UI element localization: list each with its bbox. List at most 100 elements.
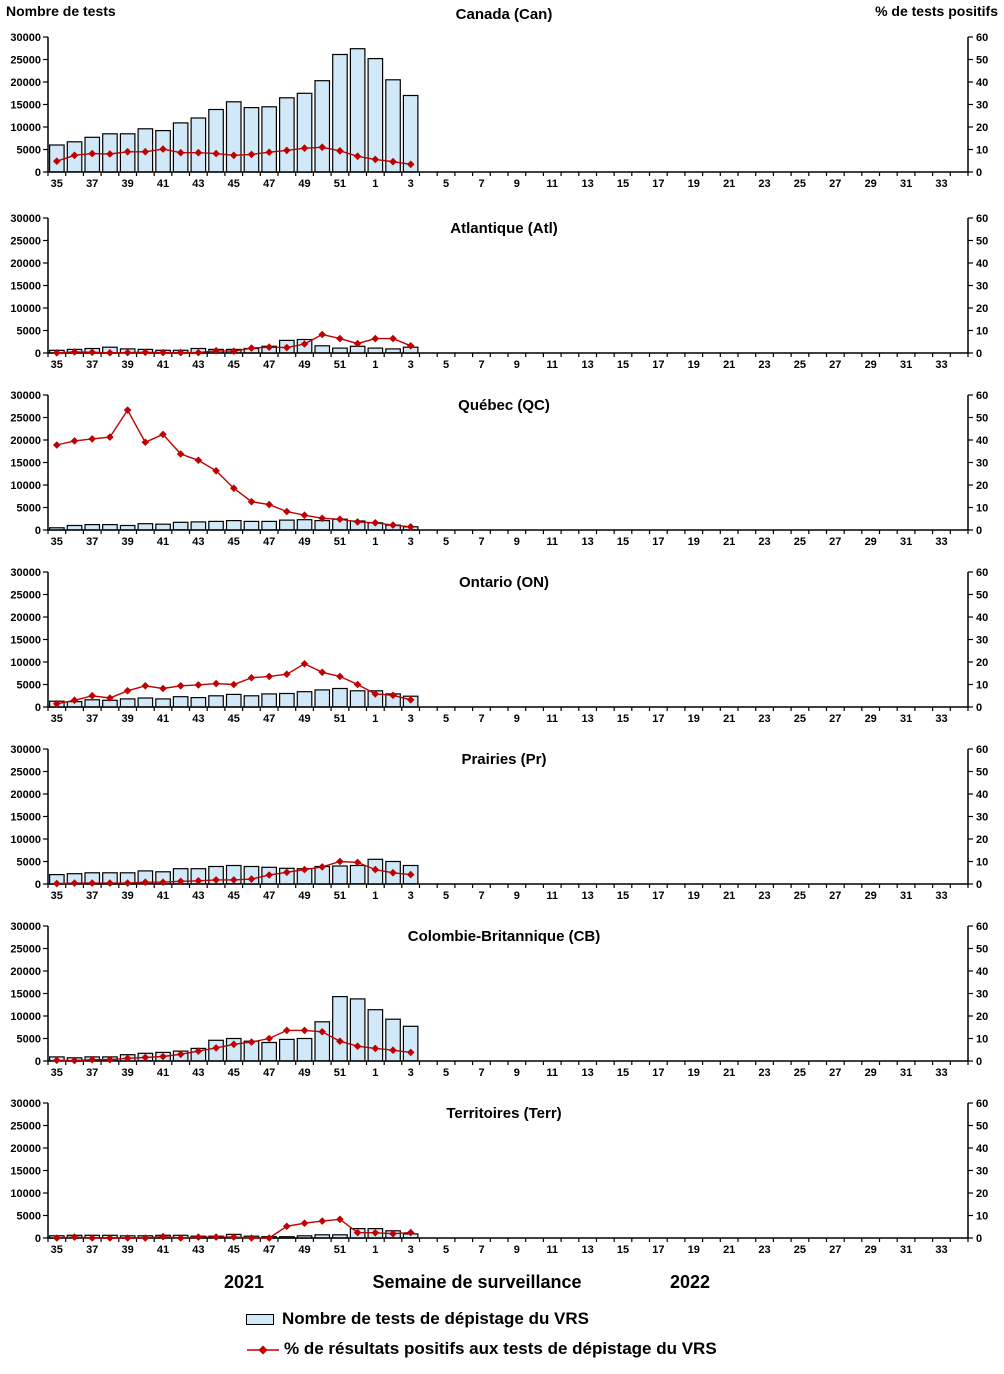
positivity-marker bbox=[283, 146, 291, 155]
svg-text:31: 31 bbox=[900, 1067, 912, 1079]
svg-text:0: 0 bbox=[976, 348, 982, 360]
svg-text:39: 39 bbox=[121, 1067, 133, 1079]
svg-text:17: 17 bbox=[652, 890, 664, 902]
axis-tick-labels: 0 5000 10000 15000 20000 25000 30000 0 10 20 30 40 5… bbox=[10, 32, 988, 190]
svg-text:27: 27 bbox=[829, 890, 841, 902]
svg-text:33: 33 bbox=[935, 178, 947, 190]
positivity-marker bbox=[106, 879, 114, 887]
year-right-label: 2022 bbox=[669, 1272, 711, 1292]
svg-text:30: 30 bbox=[976, 989, 988, 1001]
test-bar bbox=[314, 345, 331, 354]
positivity-marker bbox=[194, 148, 203, 157]
positivity-marker bbox=[389, 1229, 397, 1238]
svg-text:50: 50 bbox=[976, 413, 988, 425]
positivity-marker bbox=[230, 347, 238, 355]
svg-text:9: 9 bbox=[514, 890, 520, 902]
region-chart: 0 5000 10000 15000 20000 25000 30000 0 10 20 30 40 5… bbox=[10, 213, 988, 371]
positivity-marker bbox=[283, 1222, 291, 1231]
positivity-marker bbox=[141, 1234, 150, 1242]
positivity-marker bbox=[53, 1234, 61, 1242]
svg-text:37: 37 bbox=[86, 536, 98, 548]
svg-text:0: 0 bbox=[35, 167, 41, 179]
svg-text:43: 43 bbox=[192, 1067, 204, 1079]
x-axis-footer: 2021 Semaine de surveillance 2022 bbox=[0, 1270, 1004, 1296]
svg-text:1: 1 bbox=[372, 536, 378, 548]
positivity-marker bbox=[353, 152, 362, 161]
svg-text:47: 47 bbox=[263, 1067, 275, 1079]
svg-text:40: 40 bbox=[976, 435, 988, 447]
svg-text:43: 43 bbox=[192, 536, 204, 548]
positivity-markers bbox=[53, 857, 415, 888]
svg-text:3: 3 bbox=[408, 359, 414, 371]
svg-text:45: 45 bbox=[228, 1244, 240, 1256]
positivity-marker bbox=[106, 1055, 114, 1064]
svg-text:15000: 15000 bbox=[10, 635, 41, 647]
positivity-marker bbox=[353, 1042, 362, 1050]
test-bar bbox=[367, 57, 384, 173]
positivity-marker bbox=[53, 1056, 61, 1065]
test-bar bbox=[84, 524, 101, 531]
svg-text:21: 21 bbox=[723, 536, 735, 548]
svg-text:15000: 15000 bbox=[10, 812, 41, 824]
svg-text:0: 0 bbox=[976, 167, 982, 179]
positivity-marker bbox=[123, 687, 132, 695]
chart-panel: 0 5000 10000 15000 20000 25000 30000 0 10 20 30 40 5… bbox=[0, 208, 1004, 385]
svg-text:0: 0 bbox=[35, 879, 41, 891]
svg-text:10: 10 bbox=[976, 857, 988, 869]
positivity-marker bbox=[159, 430, 167, 439]
positivity-marker bbox=[141, 147, 150, 156]
positivity-marker bbox=[406, 160, 415, 169]
positivity-marker bbox=[371, 1044, 380, 1053]
svg-text:17: 17 bbox=[652, 1244, 664, 1256]
svg-text:29: 29 bbox=[865, 1067, 877, 1079]
test-bar bbox=[208, 695, 224, 708]
test-bar bbox=[119, 698, 136, 708]
test-bar bbox=[349, 864, 366, 885]
positivity-marker bbox=[300, 1219, 309, 1227]
positivity-marker bbox=[353, 518, 362, 526]
positivity-marker bbox=[389, 1046, 397, 1054]
svg-text:15: 15 bbox=[617, 359, 629, 371]
svg-text:20000: 20000 bbox=[10, 612, 41, 624]
positivity-marker bbox=[53, 879, 61, 888]
positivity-marker bbox=[212, 876, 220, 884]
svg-text:51: 51 bbox=[334, 890, 346, 902]
positivity-markers bbox=[53, 1215, 415, 1242]
svg-text:30: 30 bbox=[976, 635, 988, 647]
test-bar bbox=[172, 521, 189, 531]
svg-text:25: 25 bbox=[794, 178, 806, 190]
svg-text:1: 1 bbox=[372, 178, 378, 190]
positivity-marker bbox=[265, 1234, 273, 1242]
svg-text:49: 49 bbox=[298, 713, 310, 725]
svg-text:30000: 30000 bbox=[10, 213, 41, 225]
test-bar bbox=[190, 117, 207, 173]
positivity-line-swatch-icon bbox=[246, 1343, 280, 1355]
svg-text:49: 49 bbox=[298, 1244, 310, 1256]
svg-text:35: 35 bbox=[51, 359, 63, 371]
positivity-marker bbox=[106, 1234, 114, 1242]
right-axis-title: % de tests positifs bbox=[875, 3, 998, 19]
tests-bars bbox=[48, 48, 419, 173]
positivity-marker bbox=[371, 155, 380, 164]
svg-text:17: 17 bbox=[652, 536, 664, 548]
svg-text:1: 1 bbox=[372, 890, 378, 902]
svg-text:31: 31 bbox=[900, 713, 912, 725]
svg-text:51: 51 bbox=[334, 1067, 346, 1079]
svg-text:19: 19 bbox=[688, 359, 700, 371]
svg-text:50: 50 bbox=[976, 1121, 988, 1133]
svg-text:0: 0 bbox=[976, 702, 982, 714]
svg-text:15000: 15000 bbox=[10, 989, 41, 1001]
positivity-markers bbox=[53, 1026, 415, 1065]
svg-text:21: 21 bbox=[723, 178, 735, 190]
svg-text:47: 47 bbox=[263, 890, 275, 902]
svg-text:0: 0 bbox=[976, 1056, 982, 1068]
svg-text:15000: 15000 bbox=[10, 100, 41, 112]
positivity-marker bbox=[406, 523, 415, 531]
positivity-marker bbox=[141, 682, 150, 690]
svg-text:10: 10 bbox=[976, 1211, 988, 1223]
legend-positivity-label: % de résultats positifs aux tests de dép… bbox=[284, 1339, 717, 1358]
svg-text:7: 7 bbox=[478, 359, 484, 371]
axis-tick-labels: 0 5000 10000 15000 20000 25000 30000 0 10 20 30 40 5… bbox=[10, 213, 988, 371]
positivity-marker bbox=[106, 349, 114, 357]
positivity-marker bbox=[336, 1037, 344, 1045]
